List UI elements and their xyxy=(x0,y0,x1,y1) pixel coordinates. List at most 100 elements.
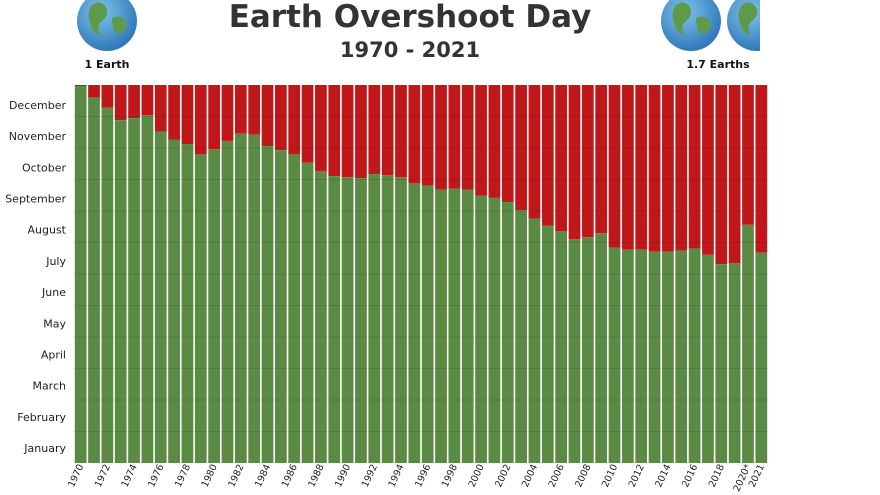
remaining-year-bar xyxy=(74,85,87,87)
remaining-year-bar xyxy=(408,85,421,184)
remaining-year-bar xyxy=(221,85,234,141)
y-tick-label: October xyxy=(22,161,66,174)
remaining-year-bar xyxy=(141,85,154,116)
x-tick-label: 1974 xyxy=(120,463,140,490)
plot-area xyxy=(74,85,768,464)
remaining-year-bar xyxy=(435,85,447,190)
overshoot-day-bar xyxy=(702,254,714,463)
globe-icon-right-2 xyxy=(727,0,760,51)
overshoot-day-bar xyxy=(648,251,661,463)
x-tick-label: 2002 xyxy=(493,463,513,490)
overshoot-day-bar xyxy=(608,247,621,463)
x-tick-label: 2014 xyxy=(653,463,673,490)
overshoot-day-bar xyxy=(181,144,194,463)
y-tick-label: July xyxy=(45,255,66,268)
overshoot-day-bar xyxy=(688,248,701,463)
remaining-year-bar xyxy=(274,85,287,151)
y-tick-label: February xyxy=(17,411,66,424)
overshoot-day-bar xyxy=(114,120,127,463)
overshoot-day-bar xyxy=(461,189,474,463)
overshoot-day-bar xyxy=(315,170,327,463)
y-tick-label: April xyxy=(41,348,66,361)
x-tick-label: 1970 xyxy=(66,463,86,490)
overshoot-day-bar xyxy=(395,177,407,463)
remaining-year-bar xyxy=(88,85,100,98)
overshoot-day-bar xyxy=(288,154,301,464)
remaining-year-bar xyxy=(301,85,314,163)
x-tick-label: 1980 xyxy=(200,463,220,490)
remaining-year-bar xyxy=(715,85,728,265)
y-tick-label: January xyxy=(23,442,66,455)
x-tick-label: 2012 xyxy=(627,463,647,490)
remaining-year-bar xyxy=(381,85,394,176)
right-caption: 1.7 Earths xyxy=(686,58,750,71)
overshoot-day-bar xyxy=(501,202,514,463)
remaining-year-bar xyxy=(234,85,247,134)
remaining-year-bar xyxy=(568,85,581,240)
x-tick-label: 1988 xyxy=(306,463,326,490)
remaining-year-bar xyxy=(662,85,674,252)
overshoot-day-bar xyxy=(728,263,741,463)
overshoot-day-bar xyxy=(662,251,674,463)
remaining-year-bar xyxy=(261,85,274,147)
y-axis: December November October September August Ju… xyxy=(5,99,66,455)
overshoot-day-bar xyxy=(368,174,381,463)
x-tick-label: 1990 xyxy=(333,463,353,490)
chart-title: Earth Overshoot Day xyxy=(229,0,592,35)
remaining-year-bar xyxy=(248,85,261,135)
overshoot-day-bar xyxy=(541,225,554,463)
remaining-year-bar xyxy=(208,85,221,150)
remaining-year-bar xyxy=(742,85,754,225)
overshoot-day-bar xyxy=(742,224,754,463)
remaining-year-bar xyxy=(621,85,634,250)
overshoot-day-bar xyxy=(168,139,180,463)
remaining-year-bar xyxy=(702,85,714,255)
remaining-year-bar xyxy=(755,85,768,253)
overshoot-day-bar xyxy=(408,183,421,464)
remaining-year-bar xyxy=(168,85,180,140)
x-tick-label: 1996 xyxy=(413,463,433,490)
overshoot-day-bar xyxy=(88,97,100,463)
x-tick-label: 1982 xyxy=(226,463,246,490)
overshoot-day-bar xyxy=(515,210,527,463)
y-tick-label: June xyxy=(41,286,66,299)
x-tick-label: 1984 xyxy=(253,463,273,490)
overshoot-day-bar xyxy=(261,146,274,463)
remaining-year-bar xyxy=(688,85,701,249)
y-tick-label: March xyxy=(32,380,66,393)
remaining-year-bar xyxy=(541,85,554,226)
remaining-year-bar xyxy=(635,85,648,250)
remaining-year-bar xyxy=(608,85,621,248)
x-tick-label: 1978 xyxy=(173,463,193,490)
overshoot-day-bar xyxy=(194,154,207,464)
overshoot-day-bar xyxy=(475,195,487,463)
overshoot-day-bar xyxy=(568,239,581,463)
chart-subtitle: 1970 - 2021 xyxy=(340,38,480,62)
overshoot-day-bar xyxy=(328,176,341,463)
x-tick-label: 1992 xyxy=(360,463,380,490)
remaining-year-bar xyxy=(355,85,367,179)
overshoot-day-bar xyxy=(128,118,140,464)
y-tick-label: September xyxy=(5,193,66,206)
y-tick-label: August xyxy=(28,224,67,237)
remaining-year-bar xyxy=(328,85,341,177)
x-axis: 1970 1972 1974 1976 1978 1980 1982 1984 1986 1988… xyxy=(66,462,767,493)
remaining-year-bar xyxy=(114,85,127,121)
overshoot-day-bar xyxy=(488,197,501,463)
overshoot-day-bar xyxy=(154,131,167,464)
remaining-year-bar xyxy=(395,85,407,178)
remaining-year-bar xyxy=(488,85,501,198)
overshoot-day-bar xyxy=(221,140,234,464)
x-tick-label: 2018 xyxy=(707,463,727,490)
overshoot-day-bar xyxy=(208,149,221,463)
y-tick-label: May xyxy=(43,317,66,330)
remaining-year-bar xyxy=(461,85,474,190)
remaining-year-bar xyxy=(648,85,661,252)
globe-icon-right-1 xyxy=(661,0,721,51)
overshoot-day-bar xyxy=(555,231,568,463)
overshoot-day-bar xyxy=(301,162,314,463)
overshoot-day-bar xyxy=(435,189,447,463)
overshoot-day-bar xyxy=(274,150,287,463)
remaining-year-bar xyxy=(315,85,327,171)
remaining-year-bar xyxy=(368,85,381,175)
